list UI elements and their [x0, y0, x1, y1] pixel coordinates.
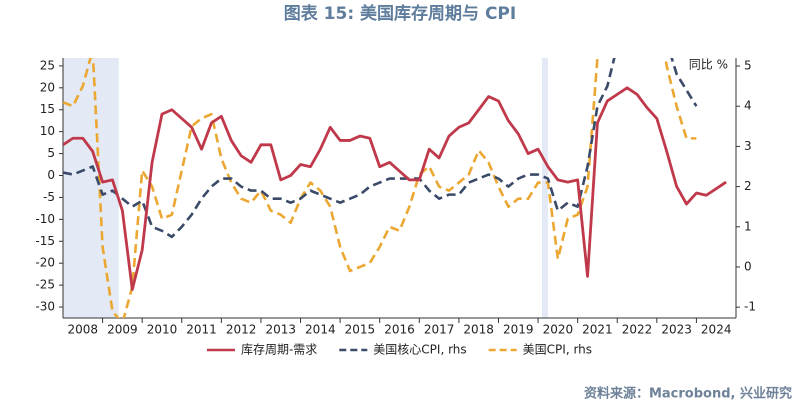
y2-tick-label: 3: [744, 139, 752, 153]
source-note: 资料来源：Macrobond, 兴业研究: [584, 386, 792, 402]
y2-tick-label: 1: [744, 219, 752, 233]
chart-title: 图表 15: 美国库存周期与 CPI: [284, 3, 516, 24]
series-line: [63, 58, 698, 239]
legend-label: 美国核心CPI, rhs: [373, 343, 466, 357]
y-tick-label: -30: [35, 300, 55, 314]
x-tick-label: 2013: [265, 323, 296, 337]
y-tick-label: -20: [35, 256, 55, 270]
y-tick-label: 25: [40, 58, 55, 72]
y2-axis-label: 同比 %: [689, 58, 728, 72]
y2-tick-label: 2: [744, 179, 752, 193]
y2-tick-label: 5: [744, 59, 752, 73]
x-tick-label: 2009: [107, 323, 138, 337]
y2-tick-label: -1: [744, 300, 756, 314]
y-tick-label: 5: [47, 146, 55, 160]
legend-label: 库存周期-需求: [241, 342, 317, 357]
legend-label: 美国CPI, rhs: [523, 343, 592, 357]
x-tick-label: 2021: [582, 323, 613, 337]
x-tick-label: 2016: [384, 323, 415, 337]
x-tick-label: 2017: [424, 323, 455, 337]
x-tick-label: 2011: [186, 323, 217, 337]
series-line: [63, 86, 727, 291]
x-tick-label: 2012: [226, 323, 257, 337]
shaded-period: [542, 58, 548, 318]
x-tick-label: 2008: [68, 323, 99, 337]
y-tick-label: 20: [40, 80, 55, 94]
series-line: [63, 58, 697, 318]
x-tick-label: 2015: [345, 323, 376, 337]
y-tick-label: 15: [40, 102, 55, 116]
shaded-period: [63, 58, 119, 318]
x-tick-label: 2019: [503, 323, 534, 337]
y-tick-label: -10: [35, 212, 55, 226]
y-tick-label: -5: [43, 190, 55, 204]
x-tick-label: 2022: [622, 323, 653, 337]
y2-tick-label: 4: [744, 99, 752, 113]
y-tick-label: 0: [47, 168, 55, 182]
x-tick-label: 2023: [661, 323, 692, 337]
y2-tick-label: 0: [744, 259, 752, 273]
x-tick-label: 2018: [463, 323, 494, 337]
y-tick-label: 10: [40, 124, 55, 138]
x-tick-label: 2014: [305, 323, 336, 337]
x-tick-label: 2010: [147, 323, 178, 337]
plot-area: [63, 58, 727, 318]
legend: 库存周期-需求 美国核心CPI, rhs 美国CPI, rhs: [206, 342, 592, 357]
x-tick-label: 2024: [701, 323, 732, 337]
y-tick-label: -15: [35, 234, 55, 248]
y-tick-label: -25: [35, 278, 55, 292]
x-tick-label: 2020: [543, 323, 574, 337]
